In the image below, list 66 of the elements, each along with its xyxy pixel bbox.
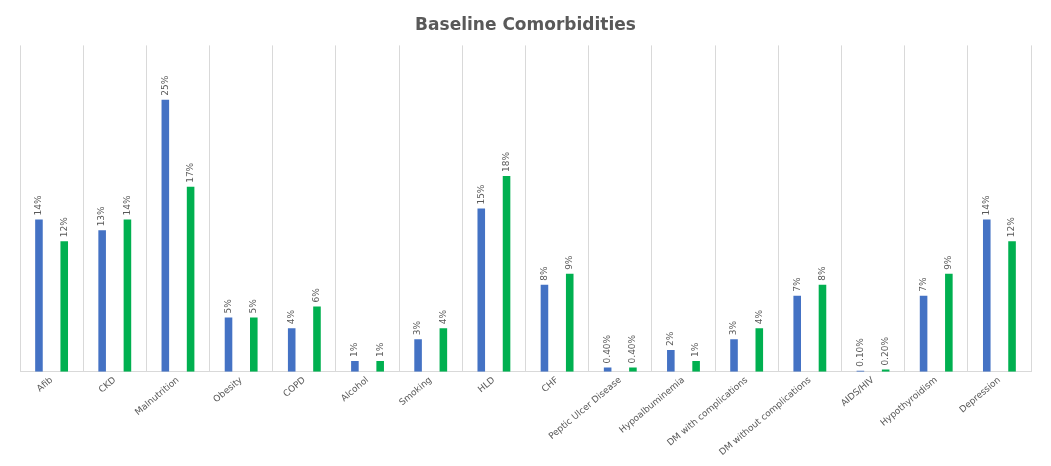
x-tick-label: HLD: [475, 374, 497, 395]
bar: [60, 241, 69, 372]
data-label: 4%: [286, 309, 297, 325]
bar: [982, 219, 991, 372]
data-label: 18%: [500, 151, 511, 172]
bar: [414, 339, 422, 372]
chart-title: Baseline Comorbidities: [415, 13, 636, 34]
data-label: 0.10%: [854, 337, 865, 367]
data-label: 17%: [184, 162, 195, 183]
data-label: 12%: [1006, 216, 1017, 238]
data-label: 25%: [159, 75, 170, 96]
data-label: 7%: [791, 276, 802, 292]
bar: [818, 284, 827, 372]
data-label: 1%: [374, 342, 385, 357]
data-label: 8%: [816, 266, 827, 281]
bar: [123, 219, 132, 372]
bar: [439, 328, 448, 372]
data-label: 13%: [96, 205, 107, 227]
bar: [692, 360, 700, 372]
data-label: 15%: [475, 184, 486, 205]
data-label: 12%: [58, 216, 69, 238]
data-label: 3%: [728, 320, 739, 336]
bar: [540, 284, 549, 372]
data-label: 9%: [564, 255, 575, 270]
x-tick-label: Afib: [34, 374, 55, 394]
bar: [98, 230, 106, 372]
bar: [35, 219, 43, 372]
bar: [667, 350, 675, 372]
bar: [351, 360, 359, 372]
data-label: 4%: [437, 309, 448, 325]
data-label: 5%: [248, 298, 259, 314]
data-label: 9%: [943, 255, 954, 270]
x-tick-label: CHF: [539, 374, 560, 394]
bar: [161, 99, 170, 372]
data-label: 5%: [222, 298, 233, 314]
data-label: 0.40%: [627, 334, 638, 364]
bar: [629, 367, 637, 372]
bar: [945, 273, 953, 372]
bar: [287, 328, 296, 372]
data-label: 14%: [33, 195, 44, 216]
data-label: 2%: [665, 331, 676, 347]
bar: [730, 339, 738, 372]
bar: [224, 317, 233, 372]
bar: [186, 186, 195, 372]
bar: [919, 295, 928, 372]
bar: [477, 208, 486, 372]
bar: [755, 328, 764, 372]
bar: [250, 317, 258, 372]
x-tick-label: CKD: [96, 374, 118, 395]
bar: [376, 360, 384, 372]
data-label: 14%: [121, 195, 132, 216]
data-label: 3%: [412, 320, 423, 336]
data-label: 0.20%: [880, 336, 891, 366]
data-label: 1%: [349, 342, 360, 357]
data-label: 4%: [753, 309, 764, 325]
data-label: 0.40%: [601, 334, 612, 364]
data-label: 6%: [311, 287, 322, 303]
bar: [793, 295, 801, 372]
data-label: 7%: [917, 276, 928, 292]
bar: [1008, 241, 1016, 372]
bar: [502, 175, 511, 372]
data-label: 8%: [538, 266, 549, 281]
data-label: 14%: [981, 195, 992, 216]
data-label: 1%: [690, 342, 701, 357]
bar: [313, 306, 321, 372]
bar: [565, 273, 574, 372]
